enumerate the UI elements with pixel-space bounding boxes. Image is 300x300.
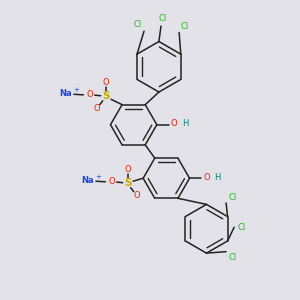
- Text: O: O: [170, 119, 177, 128]
- Text: H: H: [214, 173, 221, 182]
- Text: Cl: Cl: [237, 223, 246, 232]
- Text: S: S: [124, 178, 131, 188]
- Text: Na: Na: [59, 89, 72, 98]
- Text: Cl: Cl: [229, 193, 237, 202]
- Text: +: +: [74, 87, 80, 93]
- Text: O: O: [86, 90, 93, 99]
- Text: H: H: [182, 119, 188, 128]
- Text: O: O: [133, 191, 140, 200]
- Text: O: O: [102, 78, 109, 87]
- Text: Cl: Cl: [229, 253, 237, 262]
- Text: O: O: [94, 104, 100, 113]
- Text: Cl: Cl: [158, 14, 166, 23]
- Text: S: S: [102, 91, 110, 101]
- Text: Cl: Cl: [181, 22, 189, 31]
- Text: O: O: [108, 177, 115, 186]
- Text: +: +: [96, 174, 101, 180]
- Text: Na: Na: [81, 176, 94, 185]
- Text: O: O: [203, 173, 210, 182]
- Text: Cl: Cl: [134, 20, 142, 29]
- Text: O: O: [124, 165, 131, 174]
